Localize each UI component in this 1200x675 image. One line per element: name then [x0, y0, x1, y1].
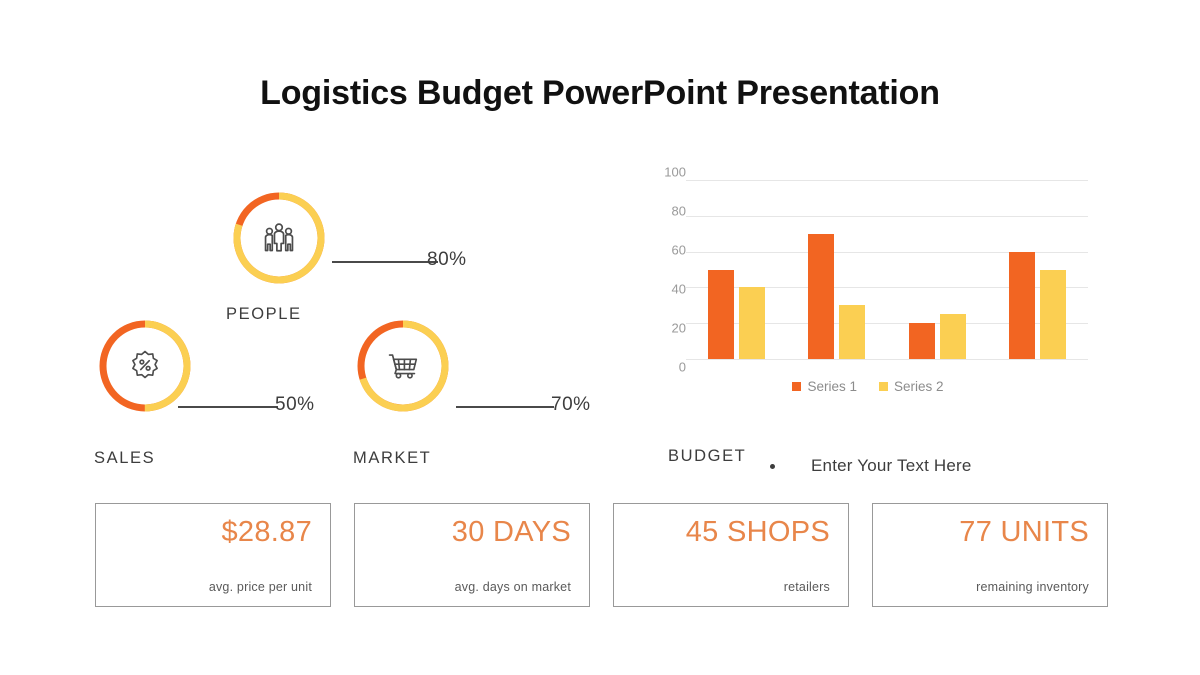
leader-line-market	[456, 406, 554, 408]
stat-box-units[interactable]: 77 UNITS remaining inventory	[872, 503, 1108, 607]
stat-box-shops[interactable]: 45 SHOPS retailers	[613, 503, 849, 607]
chart-plot-area	[686, 180, 1088, 360]
people-group-icon	[231, 190, 327, 286]
donut-chart-market	[355, 318, 451, 414]
leader-line-people	[332, 261, 438, 263]
legend-label-series-1: Series 1	[807, 379, 857, 394]
bullet-point-icon	[770, 463, 775, 469]
legend-swatch-series-1	[792, 382, 802, 391]
bar-group	[686, 180, 787, 359]
gridline	[686, 251, 1088, 253]
page-title: Logistics Budget PowerPoint Presentation	[260, 74, 940, 112]
budget-bullet-text[interactable]: Enter Your Text Here	[811, 456, 972, 475]
stat-caption: remaining inventory	[976, 580, 1089, 594]
stat-caption: avg. days on market	[454, 580, 571, 594]
budget-bullet-row: Enter Your Text Here	[770, 456, 972, 476]
percent-badge-icon	[97, 318, 193, 414]
stat-box-days[interactable]: 30 DAYS avg. days on market	[354, 503, 590, 607]
stat-caption: avg. price per unit	[208, 580, 312, 594]
gridline	[686, 215, 1088, 217]
chart-legend: Series 1 Series 2	[648, 379, 1088, 394]
shopping-cart-icon	[355, 318, 451, 414]
kpi-percent-market: 70%	[551, 394, 591, 415]
kpi-donut-sales: 50% SALES	[94, 318, 314, 467]
y-tick: 40	[671, 281, 686, 297]
gridline	[686, 359, 1088, 360]
stat-caption: retailers	[783, 580, 830, 594]
gridline	[686, 323, 1088, 325]
bar-group	[787, 180, 888, 359]
donut-chart-people	[231, 190, 327, 286]
budget-bar-chart: 100 80 60 40 20 0	[648, 165, 1088, 375]
bar-group	[988, 180, 1089, 359]
stat-value: 45 SHOPS	[685, 516, 830, 548]
y-tick: 20	[671, 320, 686, 336]
legend-item-series-1[interactable]: Series 1	[792, 379, 857, 394]
kpi-label-budget: BUDGET	[668, 447, 747, 465]
y-tick: 80	[671, 203, 686, 219]
bar-2-1[interactable]	[738, 287, 765, 359]
kpi-donut-people: 80% PEOPLE	[226, 190, 466, 323]
bar-2-3[interactable]	[939, 314, 966, 359]
stat-value: 30 DAYS	[451, 516, 571, 548]
kpi-percent-people: 80%	[427, 249, 467, 270]
bar-1-2[interactable]	[808, 233, 835, 359]
chart-y-axis: 100 80 60 40 20 0	[648, 165, 686, 375]
gridline	[686, 180, 1088, 181]
kpi-label-people: PEOPLE	[226, 305, 302, 323]
bar-2-4[interactable]	[1040, 269, 1067, 359]
legend-swatch-series-2	[879, 382, 888, 391]
stat-box-price[interactable]: $28.87 avg. price per unit	[95, 503, 331, 607]
gridline	[686, 287, 1088, 289]
bar-1-3[interactable]	[908, 323, 935, 359]
y-tick: 100	[664, 164, 686, 180]
kpi-percent-sales: 50%	[275, 394, 315, 415]
bar-1-4[interactable]	[1009, 251, 1036, 359]
kpi-donut-market: 70% MARKET	[353, 318, 590, 467]
y-tick: 0	[678, 359, 686, 375]
legend-item-series-2[interactable]: Series 2	[879, 379, 944, 394]
stat-value: $28.87	[221, 516, 312, 548]
chart-bars	[686, 180, 1088, 359]
y-tick: 60	[671, 242, 686, 258]
stat-value: 77 UNITS	[959, 516, 1089, 548]
bar-group	[887, 180, 988, 359]
leader-line-sales	[178, 406, 278, 408]
kpi-label-sales: SALES	[94, 449, 156, 467]
bar-2-2[interactable]	[839, 305, 866, 359]
bar-1-1[interactable]	[707, 269, 734, 359]
legend-label-series-2: Series 2	[894, 379, 944, 394]
stat-box-row: $28.87 avg. price per unit 30 DAYS avg. …	[95, 503, 1111, 607]
kpi-label-market: MARKET	[353, 449, 432, 467]
donut-chart-sales	[97, 318, 193, 414]
